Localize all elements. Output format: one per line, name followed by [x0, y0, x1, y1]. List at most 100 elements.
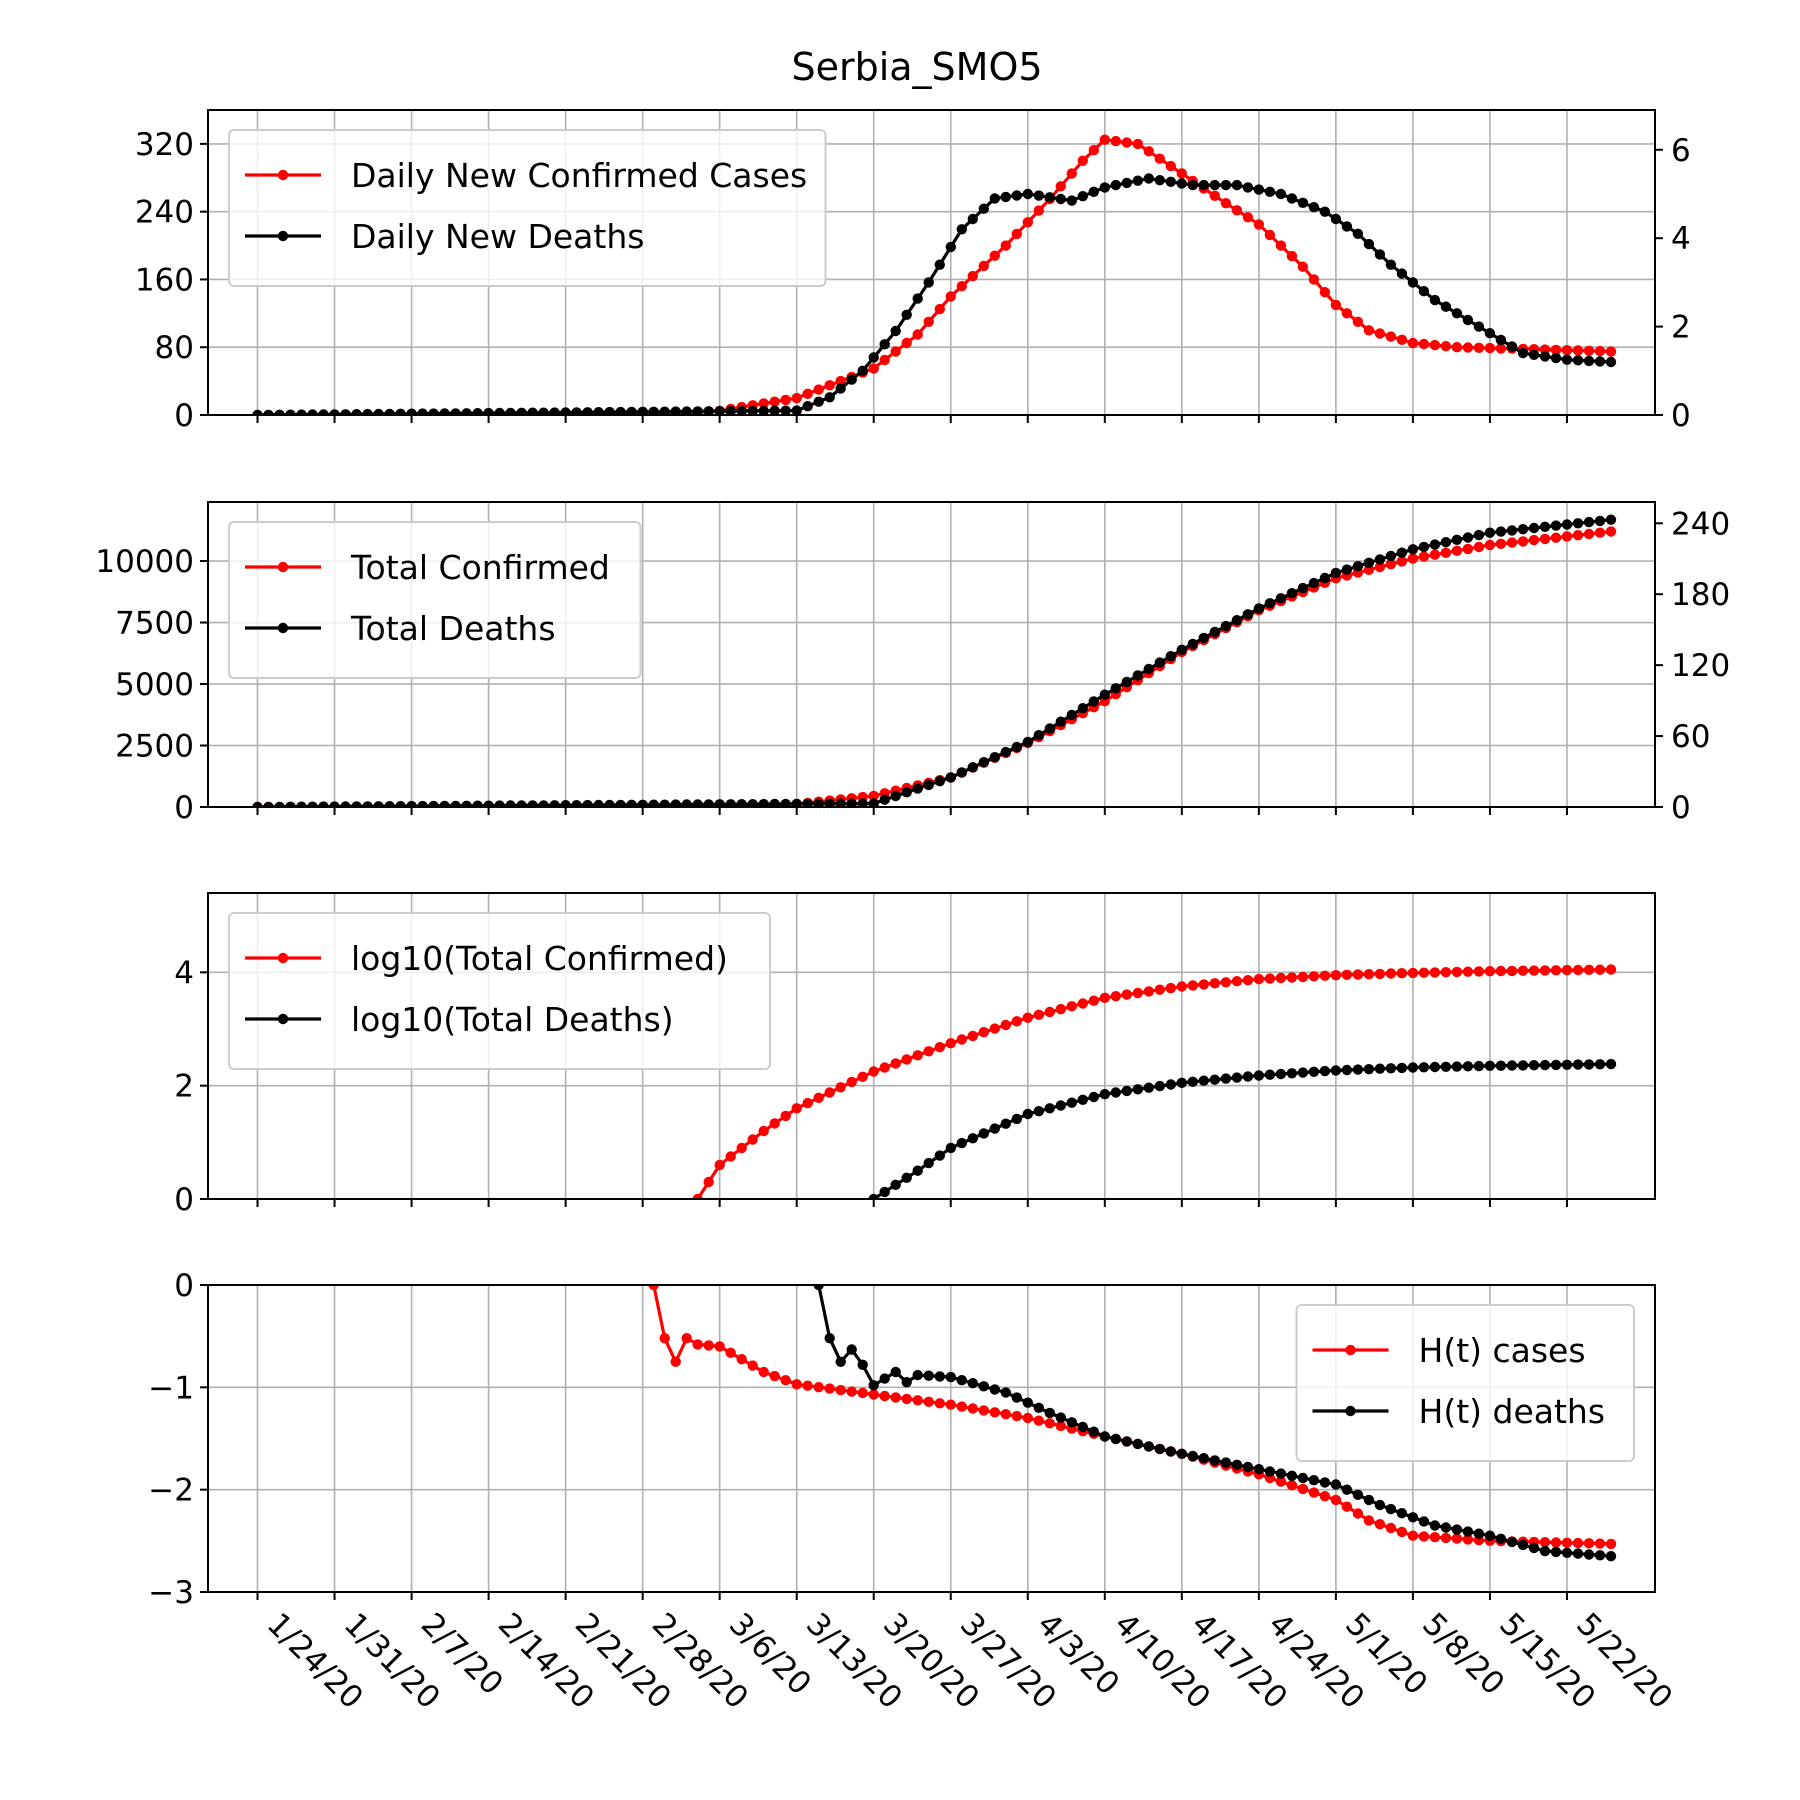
data-point: [1319, 572, 1331, 584]
data-point: [1121, 137, 1133, 148]
y-tick-label-right: 180: [1671, 577, 1730, 613]
data-point: [802, 401, 813, 412]
data-point: [1011, 741, 1022, 753]
data-point: [252, 409, 263, 415]
data-point: [912, 1395, 923, 1406]
data-point: [978, 1405, 989, 1416]
data-point: [1220, 198, 1232, 209]
data-point: [1033, 1106, 1045, 1117]
data-point: [1429, 1061, 1441, 1073]
legend: Daily New Confirmed Cases Daily New Death…: [228, 129, 827, 287]
data-point: [1517, 965, 1529, 976]
data-point: [1341, 221, 1353, 232]
data-point: [758, 398, 769, 409]
data-point: [1418, 541, 1430, 553]
data-point: [1429, 967, 1441, 978]
data-point: [1055, 1100, 1067, 1111]
data-point: [868, 1193, 879, 1199]
data-point: [1572, 518, 1584, 529]
data-point: [1385, 1522, 1397, 1534]
data-point: [1429, 1520, 1441, 1531]
data-point: [868, 798, 879, 807]
data-point: [1176, 981, 1188, 992]
legend: Total Confirmed Total Deaths: [228, 521, 642, 679]
data-point: [945, 291, 956, 302]
data-point: [670, 799, 681, 807]
y-tick-label-left: 0: [174, 790, 194, 826]
data-point: [1473, 342, 1485, 353]
data-point: [1385, 559, 1397, 570]
data-point: [1572, 1059, 1584, 1070]
data-point: [1594, 964, 1606, 975]
data-point: [1099, 689, 1111, 700]
data-point: [670, 406, 681, 415]
data-point: [1044, 1103, 1056, 1114]
panel-total: 0 2500 5000 7500 10000 0 60 120 180 240 Total Conf…: [95, 501, 1730, 826]
data-point: [582, 407, 593, 415]
legend-label: Total Confirmed: [350, 548, 610, 587]
data-point: [1132, 175, 1144, 186]
data-point: [1110, 135, 1122, 147]
data-point: [1000, 1387, 1011, 1398]
data-point: [395, 408, 406, 415]
data-point: [1396, 556, 1408, 567]
data-point: [1044, 723, 1056, 734]
data-point: [758, 1366, 769, 1378]
data-point: [1044, 1418, 1056, 1429]
data-point: [1198, 179, 1210, 191]
data-point: [1605, 1538, 1617, 1550]
data-point: [318, 409, 329, 415]
y-tick-label-right: 120: [1671, 648, 1730, 684]
data-point: [1583, 1549, 1595, 1560]
data-point: [1374, 249, 1386, 260]
data-point: [780, 1375, 791, 1386]
data-point: [1418, 1516, 1430, 1527]
data-point: [934, 776, 945, 787]
y-tick-label-left: 80: [155, 330, 194, 366]
data-point: [1352, 1508, 1364, 1519]
data-point: [494, 800, 505, 807]
data-point: [747, 799, 758, 807]
data-point: [835, 1384, 846, 1396]
data-point: [1528, 349, 1540, 360]
data-point: [824, 392, 835, 403]
data-point: [1385, 1063, 1397, 1074]
data-point: [923, 1370, 934, 1381]
data-point: [1341, 1484, 1353, 1495]
plot-area: [648, 1285, 1617, 1562]
data-point: [1088, 1091, 1100, 1103]
data-point: [1561, 354, 1573, 365]
y-tick-label-left: 10000: [95, 544, 194, 580]
data-point: [1418, 1531, 1430, 1542]
data-point: [1506, 1536, 1518, 1548]
data-point: [1187, 980, 1199, 991]
data-point: [978, 1027, 989, 1038]
data-point: [1286, 250, 1298, 262]
data-point: [340, 801, 351, 807]
data-point: [923, 1157, 934, 1169]
data-point: [978, 260, 989, 272]
data-point: [1605, 1058, 1617, 1070]
data-point: [571, 800, 582, 807]
data-point: [769, 396, 780, 407]
data-point: [747, 1360, 758, 1371]
legend-swatch-marker: [277, 169, 289, 181]
data-point: [1352, 969, 1364, 980]
data-point: [857, 365, 868, 376]
data-point: [967, 1030, 978, 1042]
data-point: [1352, 1489, 1364, 1501]
data-point: [274, 409, 285, 415]
legend-swatch-marker: [277, 622, 289, 634]
data-point: [989, 1123, 1000, 1134]
data-point: [1517, 1060, 1529, 1071]
data-point: [703, 1340, 714, 1351]
data-point: [1099, 182, 1111, 193]
data-point: [648, 1285, 659, 1291]
data-point: [934, 1150, 945, 1161]
data-point: [681, 799, 692, 807]
data-point: [1594, 1538, 1606, 1549]
data-point: [978, 1128, 989, 1139]
data-point: [1605, 514, 1617, 525]
y-tick-label-left: 0: [174, 1182, 194, 1218]
data-point: [1286, 1480, 1298, 1491]
